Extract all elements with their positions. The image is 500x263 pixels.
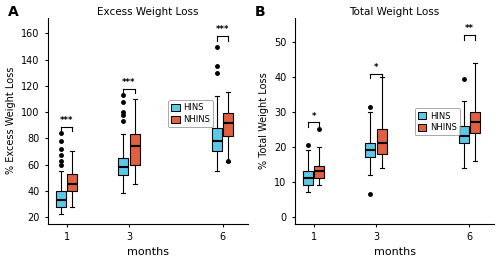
PathPatch shape bbox=[223, 113, 233, 136]
Y-axis label: % Excess Weight Loss: % Excess Weight Loss bbox=[6, 67, 16, 174]
Legend: HINS, NHINS: HINS, NHINS bbox=[168, 100, 213, 127]
PathPatch shape bbox=[366, 143, 376, 157]
Legend: HINS, NHINS: HINS, NHINS bbox=[415, 108, 460, 135]
PathPatch shape bbox=[470, 112, 480, 133]
Text: *: * bbox=[374, 63, 378, 72]
PathPatch shape bbox=[56, 191, 66, 206]
Text: B: B bbox=[255, 5, 266, 19]
Text: *: * bbox=[312, 112, 316, 120]
X-axis label: months: months bbox=[374, 247, 416, 257]
Text: A: A bbox=[8, 5, 19, 19]
PathPatch shape bbox=[212, 128, 222, 151]
Text: ***: *** bbox=[216, 25, 230, 34]
PathPatch shape bbox=[68, 174, 78, 191]
Y-axis label: % Total Weight Loss: % Total Weight Loss bbox=[258, 72, 268, 169]
PathPatch shape bbox=[130, 134, 140, 165]
PathPatch shape bbox=[314, 166, 324, 178]
Text: ***: *** bbox=[122, 78, 136, 87]
PathPatch shape bbox=[118, 158, 128, 175]
Title: Total Weight Loss: Total Weight Loss bbox=[350, 7, 440, 17]
Text: **: ** bbox=[465, 24, 474, 33]
PathPatch shape bbox=[376, 129, 386, 154]
PathPatch shape bbox=[303, 171, 313, 185]
Text: ***: *** bbox=[60, 116, 74, 125]
Title: Excess Weight Loss: Excess Weight Loss bbox=[97, 7, 198, 17]
X-axis label: months: months bbox=[126, 247, 168, 257]
PathPatch shape bbox=[459, 126, 469, 143]
